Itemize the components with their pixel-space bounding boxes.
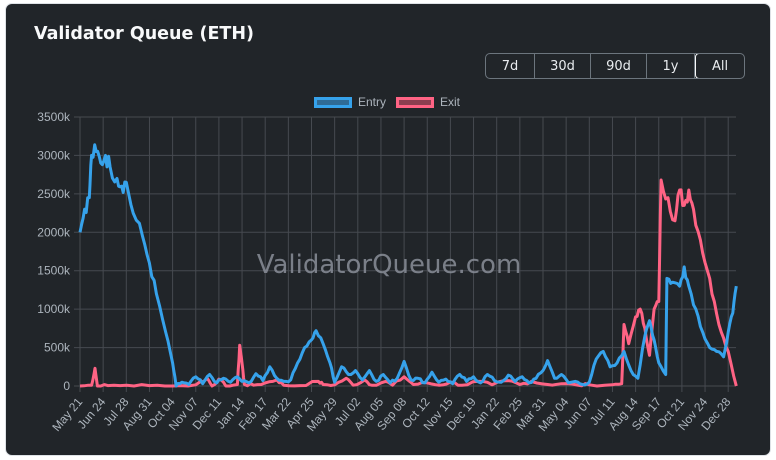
- chart-legend: Entry Exit: [314, 95, 470, 109]
- series-line-exit[interactable]: [79, 178, 738, 388]
- y-tick-label: 3500k: [37, 110, 71, 124]
- range-button-1y[interactable]: 1y: [647, 54, 695, 78]
- legend-item-entry[interactable]: Entry: [314, 95, 386, 109]
- chart-grid: [74, 116, 736, 392]
- range-button-7d[interactable]: 7d: [486, 54, 535, 78]
- y-tick-label: 2500k: [37, 187, 71, 201]
- range-button-90d[interactable]: 90d: [591, 54, 647, 78]
- y-tick-label: 3000k: [37, 148, 71, 162]
- y-tick-label: 1000k: [37, 302, 71, 316]
- y-tick-label: 2000k: [37, 225, 71, 239]
- legend-label-entry: Entry: [358, 95, 387, 109]
- chart-series: [78, 143, 738, 388]
- time-range-selector: 7d 30d 90d 1y All: [485, 53, 745, 79]
- range-button-30d[interactable]: 30d: [535, 54, 591, 78]
- exit-swatch-icon: [396, 96, 435, 108]
- watermark: ValidatorQueue.com: [257, 250, 522, 280]
- card-title: Validator Queue (ETH): [34, 24, 254, 44]
- y-tick-label: 1500k: [37, 264, 71, 278]
- y-axis: 0 500k 1000k 1500k 2000k 2500k 3000k 3500k: [37, 110, 71, 393]
- range-button-all[interactable]: All: [695, 54, 744, 78]
- series-line-entry[interactable]: [78, 143, 738, 388]
- entry-swatch-icon: [314, 96, 352, 108]
- legend-label-exit: Exit: [440, 95, 461, 109]
- y-tick-label: 0: [63, 379, 70, 393]
- y-tick-label: 500k: [44, 341, 71, 355]
- legend-item-exit[interactable]: Exit: [396, 95, 460, 109]
